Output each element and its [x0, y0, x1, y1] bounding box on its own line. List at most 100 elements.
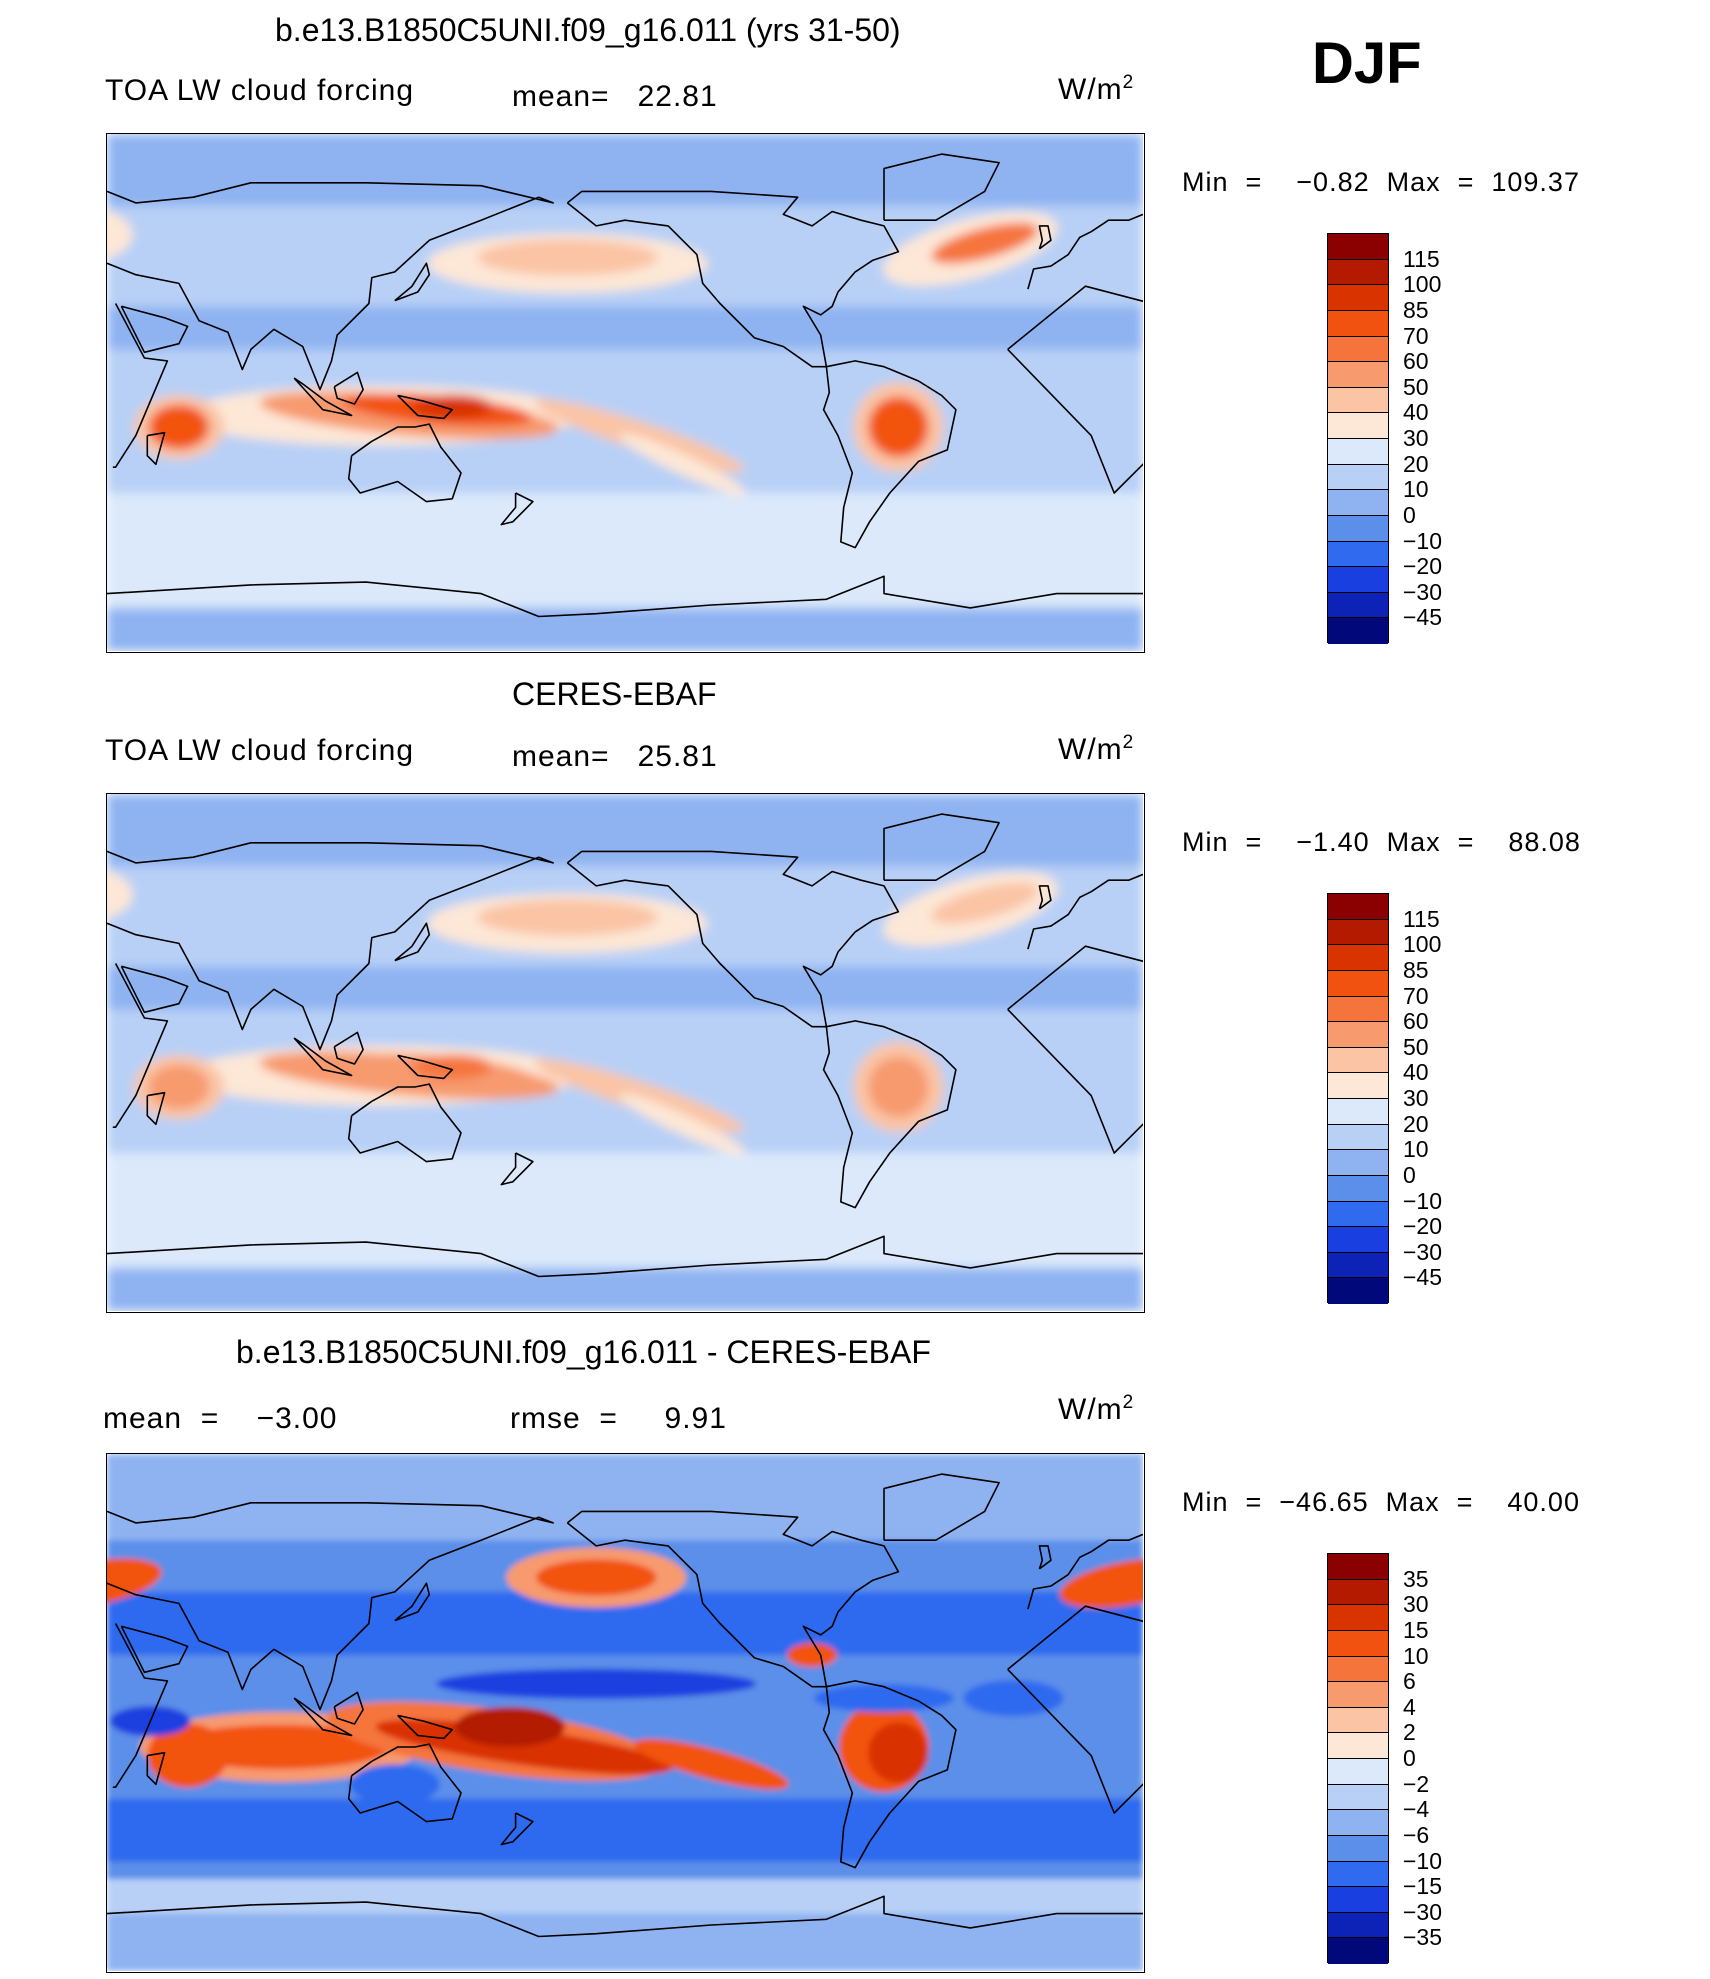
colorbar-tick-label: −45 [1403, 1264, 1443, 1291]
colorbar-tick-label: 2 [1403, 1719, 1416, 1746]
colorbar-swatch [1328, 362, 1388, 388]
colorbar-tick-label: 115 [1403, 245, 1440, 272]
colorbar-swatch [1328, 618, 1388, 644]
colorbar-tick-label: 85 [1403, 956, 1429, 983]
colorbar-tick-label: 20 [1403, 450, 1429, 477]
colorbar-swatch [1328, 1707, 1388, 1734]
colorbar-tick-label: −10 [1403, 527, 1443, 554]
panel2-map [106, 793, 1145, 1313]
panel3-minmax: Min = −46.65 Max = 40.00 [1182, 1487, 1580, 1517]
colorbar-tick-label: 10 [1403, 1642, 1429, 1669]
panel3-units: W/m2 [1058, 1392, 1135, 1426]
colorbar-swatch [1328, 1579, 1388, 1606]
colorbar-swatch [1328, 259, 1388, 286]
colorbar-tick-label: 15 [1403, 1616, 1429, 1643]
colorbar-swatch [1328, 1022, 1388, 1048]
colorbar-tick-label: −10 [1403, 1847, 1443, 1874]
colorbar-tick-label: 30 [1403, 425, 1429, 451]
colorbar-swatch [1328, 1861, 1388, 1888]
colorbar-tick-label: −35 [1403, 1924, 1443, 1951]
panel2-title: CERES-EBAF [512, 676, 717, 712]
colorbar-tick-label: 50 [1403, 1033, 1429, 1060]
colorbar-swatch [1328, 336, 1388, 363]
colorbar-swatch [1328, 1810, 1388, 1836]
panel2-mean: mean= 25.81 [512, 740, 718, 773]
colorbar-swatch [1328, 285, 1388, 311]
colorbar-swatch [1328, 996, 1388, 1023]
panel2-minmax: Min = −1.40 Max = 88.08 [1182, 827, 1581, 857]
panel3-rmse: rmse = 9.91 [510, 1402, 727, 1435]
panel1-units: W/m2 [1058, 72, 1135, 106]
colorbar-tick-label: −4 [1403, 1796, 1430, 1823]
colorbar-swatch [1328, 567, 1388, 593]
colorbar-tick-label: −45 [1403, 604, 1443, 631]
colorbar-swatch [1328, 1759, 1388, 1785]
panel1-variable-label: TOA LW cloud forcing [105, 74, 415, 107]
colorbar-tick-label: −20 [1403, 1213, 1443, 1240]
colorbar-swatch [1328, 541, 1388, 568]
colorbar-swatch [1328, 894, 1388, 920]
colorbar-swatch [1328, 1887, 1388, 1913]
colorbar-tick-label: −30 [1403, 578, 1443, 605]
colorbar-swatch [1328, 1554, 1388, 1580]
colorbar-swatch [1328, 1227, 1388, 1253]
colorbar-tick-label: 10 [1403, 476, 1429, 503]
colorbar-tick-label: 30 [1403, 1085, 1429, 1111]
panel1-map [106, 133, 1145, 653]
colorbar-tick-label: −20 [1403, 553, 1443, 580]
colorbar-tick-label: −15 [1403, 1873, 1443, 1900]
panel2-map-canvas [107, 794, 1143, 1311]
colorbar-swatch [1328, 945, 1388, 971]
colorbar-tick-label: 0 [1403, 1161, 1416, 1188]
colorbar-tick-label: 50 [1403, 373, 1429, 400]
panel2-variable-label: TOA LW cloud forcing [105, 734, 415, 767]
colorbar-tick-label: 30 [1403, 1591, 1429, 1618]
colorbar-swatch [1328, 1656, 1388, 1683]
colorbar-tick-label: 40 [1403, 1059, 1429, 1086]
colorbar-tick-label: 40 [1403, 399, 1429, 426]
colorbar-tick-label: −6 [1403, 1821, 1430, 1848]
colorbar-swatch [1328, 1099, 1388, 1125]
panel1-map-canvas [107, 134, 1143, 651]
panel3-map [106, 1453, 1145, 1973]
panel1-title: b.e13.B1850C5UNI.f09_g16.011 (yrs 31-50) [275, 12, 901, 48]
colorbar-swatch [1328, 490, 1388, 516]
colorbar-tick-label: 20 [1403, 1110, 1429, 1137]
colorbar-tick-label: 115 [1403, 905, 1440, 932]
colorbar-tick-label: 100 [1403, 271, 1442, 298]
colorbar-swatch [1328, 310, 1388, 337]
colorbar-tick-label: −30 [1403, 1898, 1443, 1925]
colorbar-swatch [1328, 1912, 1388, 1939]
colorbar-tick-label: 70 [1403, 322, 1429, 349]
colorbar-swatch [1328, 1047, 1388, 1074]
colorbar-swatch [1328, 919, 1388, 946]
colorbar-swatch [1328, 234, 1388, 260]
colorbar-tick-label: 4 [1403, 1693, 1416, 1720]
colorbar-tick-label: −30 [1403, 1238, 1443, 1265]
panel2-units: W/m2 [1058, 732, 1135, 766]
colorbar-swatch [1328, 1175, 1388, 1202]
colorbar-swatch [1328, 1630, 1388, 1657]
colorbar-swatch [1328, 1605, 1388, 1631]
colorbar-swatch [1328, 387, 1388, 414]
colorbar-swatch [1328, 413, 1388, 439]
colorbar-tick-label: 60 [1403, 1008, 1429, 1035]
colorbar-swatch [1328, 1278, 1388, 1304]
colorbar-swatch [1328, 1682, 1388, 1708]
colorbar-tick-label: 0 [1403, 1745, 1416, 1771]
colorbar-swatch [1328, 1201, 1388, 1228]
colorbar-swatch [1328, 970, 1388, 997]
colorbar-swatch [1328, 1938, 1388, 1964]
colorbar-tick-label: 6 [1403, 1668, 1416, 1695]
panel3-colorbar [1327, 1553, 1389, 1964]
colorbar-tick-label: 10 [1403, 1136, 1429, 1163]
colorbar-swatch [1328, 592, 1388, 619]
colorbar-swatch [1328, 1733, 1388, 1759]
panel1-minmax: Min = −0.82 Max = 109.37 [1182, 167, 1580, 197]
colorbar-swatch [1328, 1784, 1388, 1811]
colorbar-tick-label: 100 [1403, 931, 1442, 958]
colorbar-tick-label: 35 [1403, 1565, 1429, 1592]
colorbar-swatch [1328, 439, 1388, 465]
season-label: DJF [1312, 31, 1422, 96]
panel1-colorbar [1327, 233, 1389, 644]
